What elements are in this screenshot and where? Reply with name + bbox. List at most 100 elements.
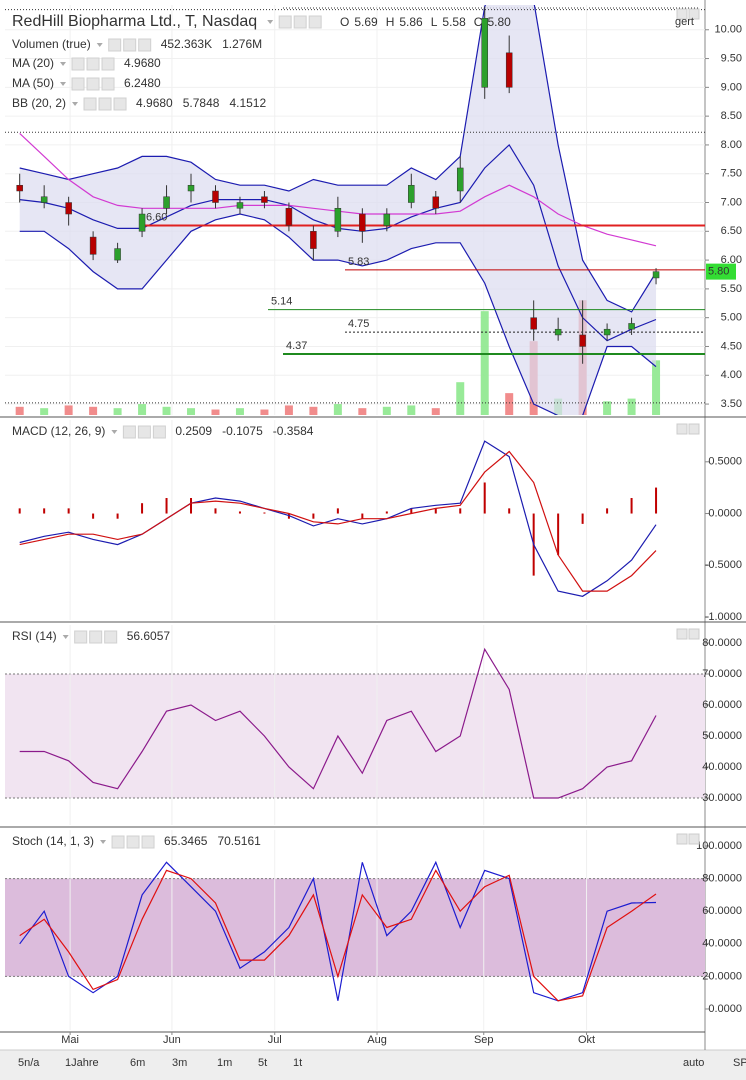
pane-icon[interactable] [71, 57, 85, 71]
dropdown-caret [60, 62, 67, 66]
ohlc-value: 5.58 [442, 15, 466, 29]
pane-corner-icon[interactable] [688, 8, 700, 20]
pane-icon[interactable] [86, 57, 100, 71]
volume-bar [480, 311, 489, 415]
ohlc-value: 5.69 [354, 15, 378, 29]
pane-icon[interactable] [98, 97, 112, 111]
pane-icon[interactable] [113, 97, 127, 111]
pane-icon[interactable] [278, 15, 292, 29]
pane-icon[interactable] [101, 77, 115, 91]
volume-bar [284, 405, 293, 415]
legend-name: MA (20) [12, 56, 54, 70]
histogram-bar [165, 498, 168, 514]
line-series [19, 860, 657, 1002]
pane-corner-icon[interactable] [688, 628, 700, 640]
level-label: 4.75 [348, 318, 369, 330]
pane-icon[interactable] [89, 630, 103, 644]
pane-icon[interactable] [71, 77, 85, 91]
pane-corner-icon[interactable] [676, 423, 688, 435]
legend-name: BB (20, 2) [12, 96, 66, 110]
pane-title: Stoch (14, 1, 3) [12, 834, 94, 848]
volume-bar [211, 409, 220, 415]
range-button[interactable]: 5n/a [18, 1057, 40, 1069]
line-series [19, 440, 657, 597]
range-button[interactable]: 6m [130, 1057, 145, 1069]
line-series [19, 647, 657, 799]
ohlc-key: L [431, 15, 438, 29]
y-tick-label: 40.0000 [702, 938, 742, 950]
level-label: 5.14 [271, 296, 292, 308]
level-label: 4.37 [286, 340, 307, 352]
pane-icon[interactable] [126, 835, 140, 849]
x-tick-label: Sep [474, 1034, 494, 1046]
pane-icon[interactable] [101, 57, 115, 71]
chart-title: RedHill Biopharma Ltd., T, Nasdaq [12, 13, 257, 30]
legend-value: 4.9680 [136, 96, 173, 110]
candle-body [456, 167, 464, 192]
volume-bar [456, 382, 465, 415]
band-fill [5, 878, 705, 977]
pane-corner-icon[interactable] [676, 833, 688, 845]
toolbar-button[interactable]: auto [683, 1057, 704, 1069]
range-button[interactable]: 1t [293, 1057, 302, 1069]
legend-name: Volumen (true) [12, 37, 91, 51]
y-tick-label: 50.0000 [702, 730, 742, 742]
volume-bar [89, 406, 98, 415]
pane-icon[interactable] [86, 77, 100, 91]
y-tick-label: 80.0000 [702, 637, 742, 649]
y-tick-label: 30.0000 [702, 792, 742, 804]
y-tick-label: 8.00 [721, 139, 742, 151]
pane-icon[interactable] [104, 630, 118, 644]
y-tick-label: 60.0000 [702, 699, 742, 711]
pane-icon[interactable] [108, 38, 122, 52]
pane-icon[interactable] [308, 15, 322, 29]
y-tick-label: -0.5000 [705, 559, 742, 571]
histogram-bar [336, 508, 339, 514]
pane-title: RSI (14) [12, 629, 57, 643]
candle-body [554, 328, 562, 336]
pane-icon[interactable] [123, 38, 137, 52]
y-tick-label: 8.50 [721, 110, 742, 122]
volume-bar [627, 398, 636, 415]
y-tick-label: 100.0000 [696, 840, 742, 852]
pane-corner-icon[interactable] [688, 423, 700, 435]
pane-icon[interactable] [74, 630, 88, 644]
pane-icon[interactable] [293, 15, 307, 29]
range-button[interactable]: 3m [172, 1057, 187, 1069]
candle-body [285, 208, 293, 226]
histogram-bar [508, 508, 511, 514]
pane-corner-icon[interactable] [676, 628, 688, 640]
range-button[interactable]: 1m [217, 1057, 232, 1069]
range-button[interactable]: 5t [258, 1057, 267, 1069]
volume-bar [162, 406, 171, 415]
pane-corner-icon[interactable] [688, 833, 700, 845]
legend-value: 65.3465 [164, 834, 208, 848]
candle-body [40, 196, 48, 203]
y-tick-label: 9.50 [721, 52, 742, 64]
pane-icon[interactable] [138, 38, 152, 52]
histogram-bar [312, 513, 315, 519]
candle-body [603, 328, 611, 336]
pane-icon[interactable] [152, 425, 166, 439]
histogram-bar [483, 482, 486, 514]
pane-corner-icon[interactable] [676, 8, 688, 20]
pane-icon[interactable] [141, 835, 155, 849]
dropdown-caret [60, 82, 67, 86]
pane-icon[interactable] [83, 97, 97, 111]
pane-icon[interactable] [137, 425, 151, 439]
pane-icon[interactable] [111, 835, 125, 849]
histogram-bar [92, 513, 95, 519]
volume-bar [187, 408, 196, 415]
candle-body [89, 236, 97, 255]
line-series [19, 869, 657, 1002]
legend-value: 6.2480 [124, 76, 161, 90]
volume-bar [652, 360, 661, 415]
toolbar-button[interactable]: SP [733, 1057, 746, 1069]
histogram-bar [459, 508, 462, 514]
y-tick-label: 40.0000 [702, 761, 742, 773]
annotation: gert [675, 16, 694, 28]
histogram-bar [263, 512, 266, 514]
pane-icon[interactable] [122, 425, 136, 439]
candle-body [138, 213, 146, 232]
range-button[interactable]: 1Jahre [65, 1057, 99, 1069]
